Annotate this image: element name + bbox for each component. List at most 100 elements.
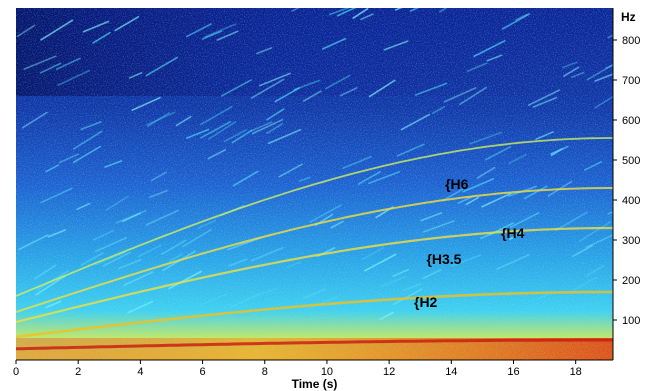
streak-mark [322, 37, 347, 50]
streak-mark [439, 8, 448, 13]
streak-mark [185, 128, 210, 139]
streak-mark [92, 229, 115, 241]
streak-mark [45, 300, 62, 309]
x-axis: 0 2 4 6 8 10 12 14 16 18 [13, 360, 582, 378]
streak-mark [392, 288, 423, 306]
streak-mark [220, 79, 252, 97]
streak-mark [250, 246, 284, 262]
streak-mark [392, 268, 410, 278]
streak-mark [131, 96, 161, 111]
streak-mark [16, 24, 36, 38]
streak-mark [422, 220, 455, 233]
streak-mark [396, 143, 425, 157]
streak-mark [594, 73, 613, 82]
harmonic-curve [16, 290, 613, 339]
streak-mark [250, 78, 285, 99]
streak-mark [368, 79, 396, 98]
streak-mark [570, 71, 585, 79]
streak-mark [223, 129, 247, 143]
streak-mark [104, 160, 123, 168]
streak-mark [585, 264, 605, 277]
x-tick-label: 12 [383, 366, 395, 378]
streak-mark [216, 30, 239, 41]
x-tick-label: 14 [445, 366, 457, 378]
streak-mark [473, 40, 506, 58]
streak-mark [55, 57, 81, 70]
streak-mark [80, 121, 102, 131]
streak-mark [462, 178, 495, 193]
streak-mark [145, 56, 178, 77]
x-tick-label: 4 [137, 366, 143, 378]
streak-mark [465, 196, 480, 206]
streak-mark [409, 8, 420, 12]
streak-mark [585, 234, 613, 249]
streak-mark [303, 288, 326, 299]
streak-mark [94, 236, 128, 253]
streak-mark [80, 252, 104, 266]
streak-mark [145, 209, 179, 226]
streak-mark [266, 123, 284, 135]
streak-mark [466, 62, 488, 72]
x-tick-label: 6 [200, 366, 206, 378]
streak-mark [328, 8, 351, 16]
streak-mark [185, 23, 212, 38]
streak-mark [563, 66, 580, 77]
streak-mark [258, 287, 278, 296]
x-tick-label: 2 [75, 366, 81, 378]
streak-mark [123, 271, 154, 286]
x-tick-label: 0 [13, 366, 19, 378]
streak-mark [443, 87, 477, 103]
streak-mark [182, 229, 212, 248]
streak-mark [309, 204, 342, 223]
streak-mark [278, 163, 304, 178]
streak-mark [302, 90, 322, 102]
plot-area [16, 8, 613, 360]
streak-mark [383, 40, 409, 51]
streak-mark [146, 111, 176, 126]
streak-mark [611, 186, 613, 189]
streak-mark [118, 258, 142, 270]
streak-mark [291, 8, 300, 12]
streak-mark [122, 212, 141, 223]
streak-mark [379, 311, 394, 321]
streak-mark [207, 121, 237, 140]
streak-mark [422, 269, 442, 280]
streak-mark [168, 270, 202, 290]
streak-mark [532, 96, 558, 108]
x-tick-label: 10 [321, 366, 333, 378]
streak-mark [509, 212, 540, 228]
streak-mark [274, 87, 301, 103]
streak-mark [572, 244, 594, 258]
streak-mark [175, 115, 192, 127]
streak-mark [40, 187, 73, 204]
streak-mark [469, 131, 502, 145]
streak-mark [605, 64, 613, 69]
streak-mark [39, 62, 62, 74]
y-tick-label: 400 [622, 195, 640, 207]
streak-mark [47, 229, 67, 238]
streak-mark [258, 72, 291, 87]
diagonal-streaks [16, 8, 613, 321]
y-tick-label: 500 [622, 155, 640, 167]
harmonic-annotations: {H6 {H4 {H3.5 {H2 [414, 176, 525, 310]
streak-mark [23, 55, 57, 70]
streak-mark [509, 231, 522, 240]
streak-mark [459, 86, 487, 106]
streak-mark [339, 87, 358, 97]
streak-mark [562, 61, 578, 69]
y-tick-label: 800 [622, 35, 640, 47]
streak-mark [501, 13, 531, 30]
streak-mark [35, 275, 66, 296]
streak-mark [414, 82, 448, 96]
streak-mark [200, 105, 233, 126]
streak-mark [286, 261, 302, 269]
streak-mark [535, 131, 554, 140]
streak-mark [58, 153, 80, 164]
streak-mark [325, 74, 351, 90]
streak-mark [336, 8, 357, 17]
streak-mark [554, 211, 588, 232]
y-tick-label: 600 [622, 115, 640, 127]
streak-mark [256, 47, 273, 55]
streak-mark [33, 264, 57, 280]
